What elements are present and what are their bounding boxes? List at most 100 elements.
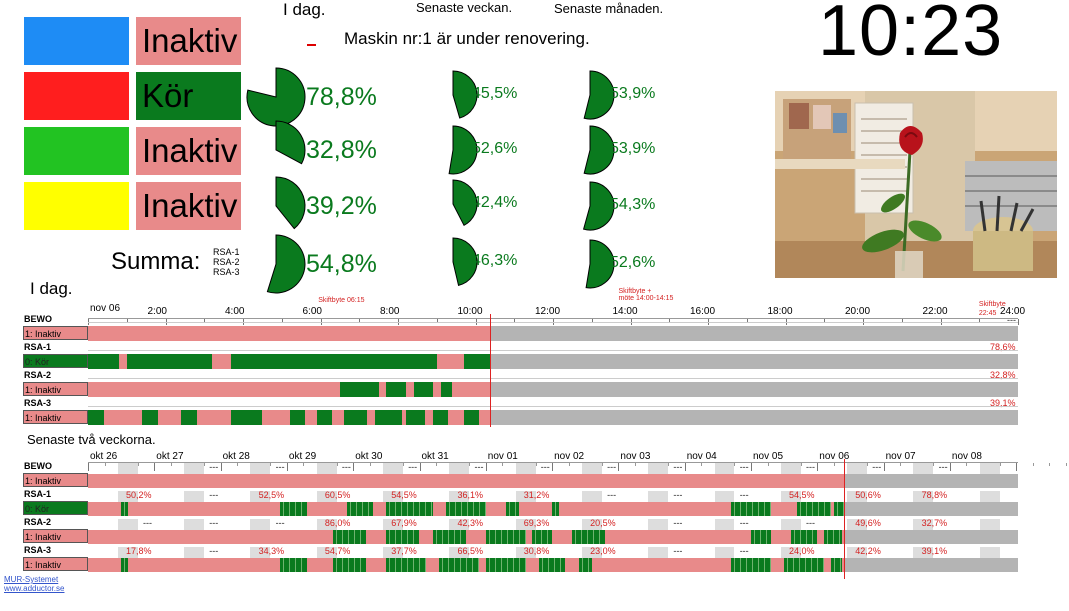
- quarter-tick-mark: [303, 463, 305, 466]
- machine-color-swatch: [24, 17, 129, 65]
- no-data-marker: ---: [806, 462, 815, 472]
- day-tick-mark: [949, 463, 951, 471]
- footer-brand-link[interactable]: MUR-Systemet: [4, 575, 59, 584]
- running-segment: [126, 354, 212, 369]
- night-shading: [316, 463, 337, 474]
- elapsed-idle-span: [88, 474, 844, 488]
- today-utilization-pie: [266, 234, 306, 294]
- quarter-tick-mark: [170, 463, 172, 466]
- running-segment: [751, 530, 771, 544]
- hour-tick-label: 14:00: [612, 306, 638, 317]
- footer-site-link[interactable]: www.adductor.se: [4, 584, 65, 593]
- night-shading: [913, 491, 934, 502]
- running-segment: [88, 354, 119, 369]
- night-shading: [581, 463, 602, 474]
- night-shading: [383, 547, 403, 558]
- running-segment: [346, 502, 374, 516]
- day-tick-mark: [751, 463, 752, 471]
- running-segment: [88, 410, 104, 425]
- last-week-heading: Senaste veckan.: [416, 0, 513, 15]
- last-month-heading: Senaste månaden.: [554, 1, 664, 16]
- running-segment: [578, 558, 592, 572]
- quarter-tick-mark: [734, 463, 736, 466]
- quarter-tick-mark: [900, 463, 902, 466]
- day-tick-label: okt 28: [222, 451, 250, 462]
- no-data-marker: ---: [607, 462, 617, 472]
- no-data-marker: ---: [474, 462, 484, 472]
- daily-utilization-percent: 50,2%: [126, 490, 152, 500]
- timeline-machine-name: RSA-3: [24, 545, 52, 555]
- daily-utilization-percent: 54,5%: [789, 490, 815, 500]
- timeline-machine-name: RSA-2: [24, 370, 52, 380]
- night-shading: [714, 547, 735, 558]
- running-segment: [784, 558, 824, 572]
- hour-tick-label: 6:00: [302, 306, 322, 317]
- timeline-machine-name: RSA-3: [24, 398, 52, 408]
- daily-utilization-percent: 39,1%: [921, 546, 948, 556]
- notice-text: Maskin nr:1 är under renovering.: [344, 29, 590, 48]
- row-separator: [88, 350, 1018, 351]
- night-shading: [250, 547, 271, 558]
- day-tick-label: nov 08: [951, 451, 982, 462]
- hour-tick-mark: [824, 319, 826, 322]
- hour-tick-label: 18:00: [767, 306, 793, 317]
- night-shading: [117, 491, 138, 502]
- day-tick-label: okt 29: [288, 451, 317, 462]
- timeline-machine-state: 1: Inaktiv: [23, 410, 88, 424]
- night-shading: [449, 547, 470, 558]
- hour-tick-label: 12:00: [535, 306, 561, 317]
- today-timeline-bar: [88, 354, 1018, 370]
- daily-utilization-percent: 42,2%: [855, 546, 881, 556]
- day-tick-label: nov 02: [554, 451, 585, 462]
- timeline-machine-name: BEWO: [24, 461, 52, 471]
- no-data-marker: ---: [739, 518, 749, 528]
- shift-change-note: Skiftbyte 06:15: [318, 297, 365, 304]
- quarter-tick-mark: [502, 463, 504, 466]
- day-tick-mark: [220, 463, 222, 471]
- no-data-marker: ---: [209, 462, 219, 472]
- night-shading: [714, 519, 735, 530]
- no-data-marker: ---: [673, 546, 683, 556]
- quarter-tick-mark: [933, 463, 935, 466]
- day-tick-label: nov 01: [487, 451, 518, 462]
- daily-utilization-percent: 31,2%: [523, 490, 550, 500]
- night-shading: [515, 547, 536, 558]
- hour-tick-mark: [1018, 319, 1019, 325]
- running-segment: [333, 558, 367, 572]
- summary-machine-3: RSA-3: [213, 267, 240, 277]
- hour-tick-mark: [514, 319, 516, 322]
- night-shading: [581, 491, 602, 502]
- hour-tick-mark: [901, 319, 903, 322]
- daily-label-strip: [88, 547, 1018, 558]
- running-segment: [386, 382, 406, 397]
- night-shading: [316, 519, 337, 530]
- day-tick-label: okt 30: [355, 451, 383, 462]
- night-shading: [847, 491, 867, 502]
- rose-photo: [775, 91, 1057, 278]
- no-data-marker: ---: [739, 462, 749, 472]
- day-tick-label: nov 03: [620, 451, 651, 462]
- quarter-tick-mark: [568, 463, 570, 466]
- timeline-machine-state: 1: Inaktiv: [23, 382, 88, 396]
- row-utilization-percent: 32,8%: [990, 370, 1016, 380]
- running-segment: [386, 530, 420, 544]
- no-data-marker: ---: [275, 462, 285, 472]
- night-shading: [913, 547, 934, 558]
- running-segment: [532, 530, 553, 544]
- night-shading: [383, 463, 403, 474]
- running-segment: [823, 530, 843, 544]
- quarter-tick-mark: [402, 463, 404, 466]
- shift-change-note: Skiftbyte: [978, 301, 1006, 308]
- day-tick-mark: [817, 463, 819, 471]
- quarter-tick-mark: [535, 463, 537, 466]
- night-shading: [449, 463, 470, 474]
- day-tick-mark: [552, 463, 554, 471]
- daily-utilization-percent: 52,5%: [258, 490, 285, 500]
- running-segment: [432, 410, 449, 425]
- no-data-marker: ---: [540, 462, 550, 472]
- no-data-marker: ---: [209, 490, 219, 500]
- day-tick-label: nov 06: [819, 451, 850, 462]
- running-segment: [280, 558, 307, 572]
- row-separator: [88, 406, 1018, 407]
- day-tick-mark: [419, 463, 421, 471]
